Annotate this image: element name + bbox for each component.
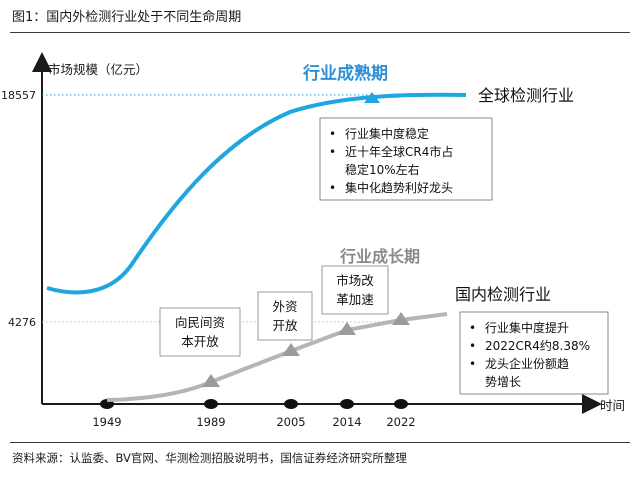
milestone-label: 向民间资: [175, 315, 225, 330]
milestone-label: 本开放: [181, 334, 219, 349]
milestone-marker: [392, 312, 410, 325]
global-note-bullet: •: [329, 181, 336, 195]
x-tick-label: 1949: [92, 415, 121, 429]
x-tick-dot: [284, 399, 298, 409]
y-tick-label: 4276: [8, 316, 36, 329]
milestone-label: 开放: [272, 318, 298, 333]
source-note: 资料来源：认监委、BV官网、华测检测招股说明书，国信证券经济研究所整理: [12, 451, 407, 465]
milestone-box: [257, 291, 313, 341]
milestone-label: 外资: [272, 299, 297, 314]
global-note-bullet: •: [329, 145, 336, 159]
domestic-note-bullet: •: [469, 357, 476, 371]
domestic-note-bullet: •: [469, 321, 476, 335]
domestic-note-line: 龙头企业份额趋: [485, 356, 569, 371]
footer-rule: [10, 442, 630, 443]
global-note-line: 集中化趋势利好龙头: [345, 180, 453, 195]
milestone-marker: [282, 343, 300, 356]
x-tick-label: 2014: [332, 415, 361, 429]
figure-title: 图1：国内外检测行业处于不同生命周期: [12, 10, 242, 25]
milestone-label: 市场改: [336, 273, 374, 288]
domestic-note-line: 2022CR4约8.38%: [485, 338, 590, 353]
series-label-domestic: 国内检测行业: [455, 285, 551, 304]
x-axis-label: 时间: [600, 398, 625, 413]
series-label-global: 全球检测行业: [478, 86, 574, 105]
x-tick-dot: [204, 399, 218, 409]
domestic-note-line: 行业集中度提升: [485, 320, 569, 335]
title-rule: [10, 32, 630, 33]
x-tick-dot: [340, 399, 354, 409]
global-note-bullet: •: [329, 127, 336, 141]
milestone-marker: [338, 322, 356, 335]
domestic-note-line: 势增长: [485, 375, 521, 389]
domestic-note-box: [459, 311, 609, 395]
milestone-label: 革加速: [336, 292, 374, 307]
global-marker: [364, 92, 380, 103]
series-line-domestic: [106, 312, 448, 402]
global-note-box: [319, 117, 493, 201]
global-note-line: 稳定10%左右: [345, 162, 420, 177]
domestic-note-bullet: •: [469, 339, 476, 353]
milestone-box: [321, 265, 389, 315]
x-tick-dot: [394, 399, 408, 409]
milestone-box: [159, 307, 241, 357]
global-note-line: 行业集中度稳定: [345, 126, 429, 141]
y-axis-label: 市场规模（亿元）: [48, 62, 148, 77]
phase-label-mature: 行业成熟期: [302, 63, 388, 84]
x-tick-label: 2005: [276, 415, 305, 429]
x-tick-label: 2022: [386, 415, 415, 429]
x-tick-label: 1989: [196, 415, 225, 429]
milestone-marker: [202, 374, 220, 387]
phase-label-growth: 行业成长期: [339, 247, 420, 266]
y-tick-label: 18557: [1, 89, 36, 102]
global-note-line: 近十年全球CR4市占: [345, 144, 453, 159]
